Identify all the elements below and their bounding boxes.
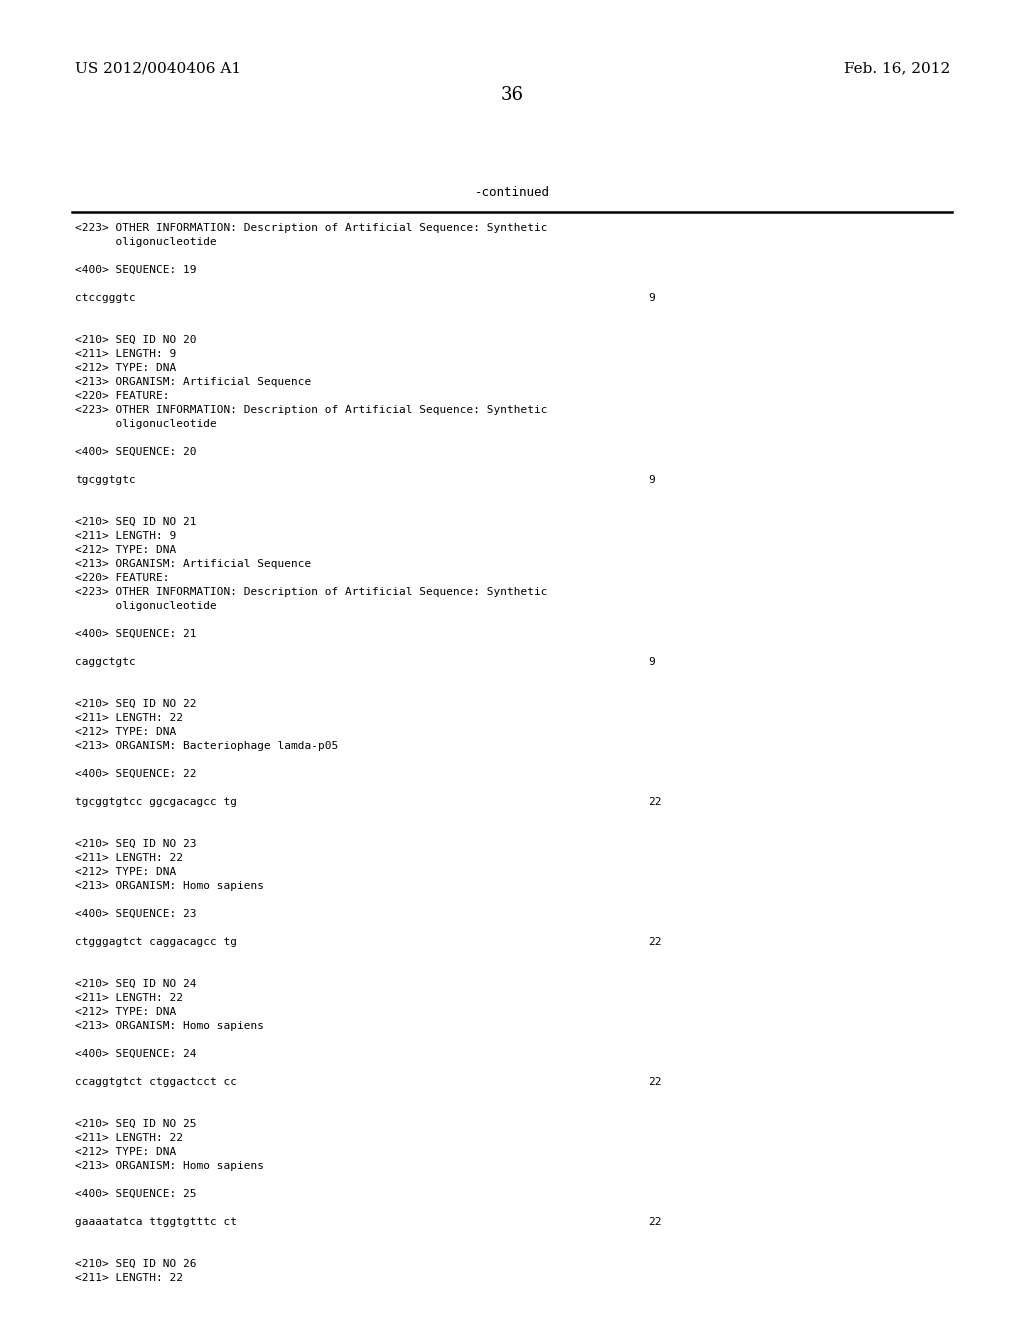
Text: <211> LENGTH: 9: <211> LENGTH: 9 — [75, 348, 176, 359]
Text: <211> LENGTH: 9: <211> LENGTH: 9 — [75, 531, 176, 541]
Text: <210> SEQ ID NO 22: <210> SEQ ID NO 22 — [75, 700, 197, 709]
Text: <220> FEATURE:: <220> FEATURE: — [75, 391, 170, 401]
Text: <211> LENGTH: 22: <211> LENGTH: 22 — [75, 993, 183, 1003]
Text: oligonucleotide: oligonucleotide — [75, 601, 217, 611]
Text: <210> SEQ ID NO 21: <210> SEQ ID NO 21 — [75, 517, 197, 527]
Text: caggctgtc: caggctgtc — [75, 657, 136, 667]
Text: oligonucleotide: oligonucleotide — [75, 238, 217, 247]
Text: tgcggtgtc: tgcggtgtc — [75, 475, 136, 484]
Text: <213> ORGANISM: Homo sapiens: <213> ORGANISM: Homo sapiens — [75, 880, 264, 891]
Text: <213> ORGANISM: Homo sapiens: <213> ORGANISM: Homo sapiens — [75, 1020, 264, 1031]
Text: <400> SEQUENCE: 19: <400> SEQUENCE: 19 — [75, 265, 197, 275]
Text: 9: 9 — [648, 475, 654, 484]
Text: 36: 36 — [501, 86, 523, 104]
Text: <210> SEQ ID NO 23: <210> SEQ ID NO 23 — [75, 840, 197, 849]
Text: US 2012/0040406 A1: US 2012/0040406 A1 — [75, 61, 241, 75]
Text: <211> LENGTH: 22: <211> LENGTH: 22 — [75, 1133, 183, 1143]
Text: ctccgggtc: ctccgggtc — [75, 293, 136, 304]
Text: <400> SEQUENCE: 25: <400> SEQUENCE: 25 — [75, 1189, 197, 1199]
Text: <210> SEQ ID NO 20: <210> SEQ ID NO 20 — [75, 335, 197, 345]
Text: <212> TYPE: DNA: <212> TYPE: DNA — [75, 363, 176, 374]
Text: -continued: -continued — [474, 186, 550, 199]
Text: 22: 22 — [648, 937, 662, 946]
Text: <213> ORGANISM: Artificial Sequence: <213> ORGANISM: Artificial Sequence — [75, 558, 311, 569]
Text: <400> SEQUENCE: 20: <400> SEQUENCE: 20 — [75, 447, 197, 457]
Text: <400> SEQUENCE: 22: <400> SEQUENCE: 22 — [75, 770, 197, 779]
Text: <210> SEQ ID NO 24: <210> SEQ ID NO 24 — [75, 979, 197, 989]
Text: ccaggtgtct ctggactcct cc: ccaggtgtct ctggactcct cc — [75, 1077, 237, 1086]
Text: <212> TYPE: DNA: <212> TYPE: DNA — [75, 727, 176, 737]
Text: <212> TYPE: DNA: <212> TYPE: DNA — [75, 867, 176, 876]
Text: <223> OTHER INFORMATION: Description of Artificial Sequence: Synthetic: <223> OTHER INFORMATION: Description of … — [75, 223, 548, 234]
Text: 9: 9 — [648, 293, 654, 304]
Text: tgcggtgtcc ggcgacagcc tg: tgcggtgtcc ggcgacagcc tg — [75, 797, 237, 807]
Text: <400> SEQUENCE: 21: <400> SEQUENCE: 21 — [75, 630, 197, 639]
Text: <211> LENGTH: 22: <211> LENGTH: 22 — [75, 853, 183, 863]
Text: <213> ORGANISM: Bacteriophage lamda-p05: <213> ORGANISM: Bacteriophage lamda-p05 — [75, 741, 338, 751]
Text: gaaaatatca ttggtgtttc ct: gaaaatatca ttggtgtttc ct — [75, 1217, 237, 1228]
Text: 22: 22 — [648, 797, 662, 807]
Text: <210> SEQ ID NO 25: <210> SEQ ID NO 25 — [75, 1119, 197, 1129]
Text: 9: 9 — [648, 657, 654, 667]
Text: <213> ORGANISM: Artificial Sequence: <213> ORGANISM: Artificial Sequence — [75, 378, 311, 387]
Text: <400> SEQUENCE: 24: <400> SEQUENCE: 24 — [75, 1049, 197, 1059]
Text: <213> ORGANISM: Homo sapiens: <213> ORGANISM: Homo sapiens — [75, 1162, 264, 1171]
Text: <400> SEQUENCE: 23: <400> SEQUENCE: 23 — [75, 909, 197, 919]
Text: <212> TYPE: DNA: <212> TYPE: DNA — [75, 1007, 176, 1016]
Text: <220> FEATURE:: <220> FEATURE: — [75, 573, 170, 583]
Text: 22: 22 — [648, 1217, 662, 1228]
Text: <212> TYPE: DNA: <212> TYPE: DNA — [75, 1147, 176, 1158]
Text: Feb. 16, 2012: Feb. 16, 2012 — [844, 61, 950, 75]
Text: <211> LENGTH: 22: <211> LENGTH: 22 — [75, 713, 183, 723]
Text: <211> LENGTH: 22: <211> LENGTH: 22 — [75, 1272, 183, 1283]
Text: 22: 22 — [648, 1077, 662, 1086]
Text: ctgggagtct caggacagcc tg: ctgggagtct caggacagcc tg — [75, 937, 237, 946]
Text: <223> OTHER INFORMATION: Description of Artificial Sequence: Synthetic: <223> OTHER INFORMATION: Description of … — [75, 587, 548, 597]
Text: <223> OTHER INFORMATION: Description of Artificial Sequence: Synthetic: <223> OTHER INFORMATION: Description of … — [75, 405, 548, 414]
Text: oligonucleotide: oligonucleotide — [75, 418, 217, 429]
Text: <210> SEQ ID NO 26: <210> SEQ ID NO 26 — [75, 1259, 197, 1269]
Text: <212> TYPE: DNA: <212> TYPE: DNA — [75, 545, 176, 554]
